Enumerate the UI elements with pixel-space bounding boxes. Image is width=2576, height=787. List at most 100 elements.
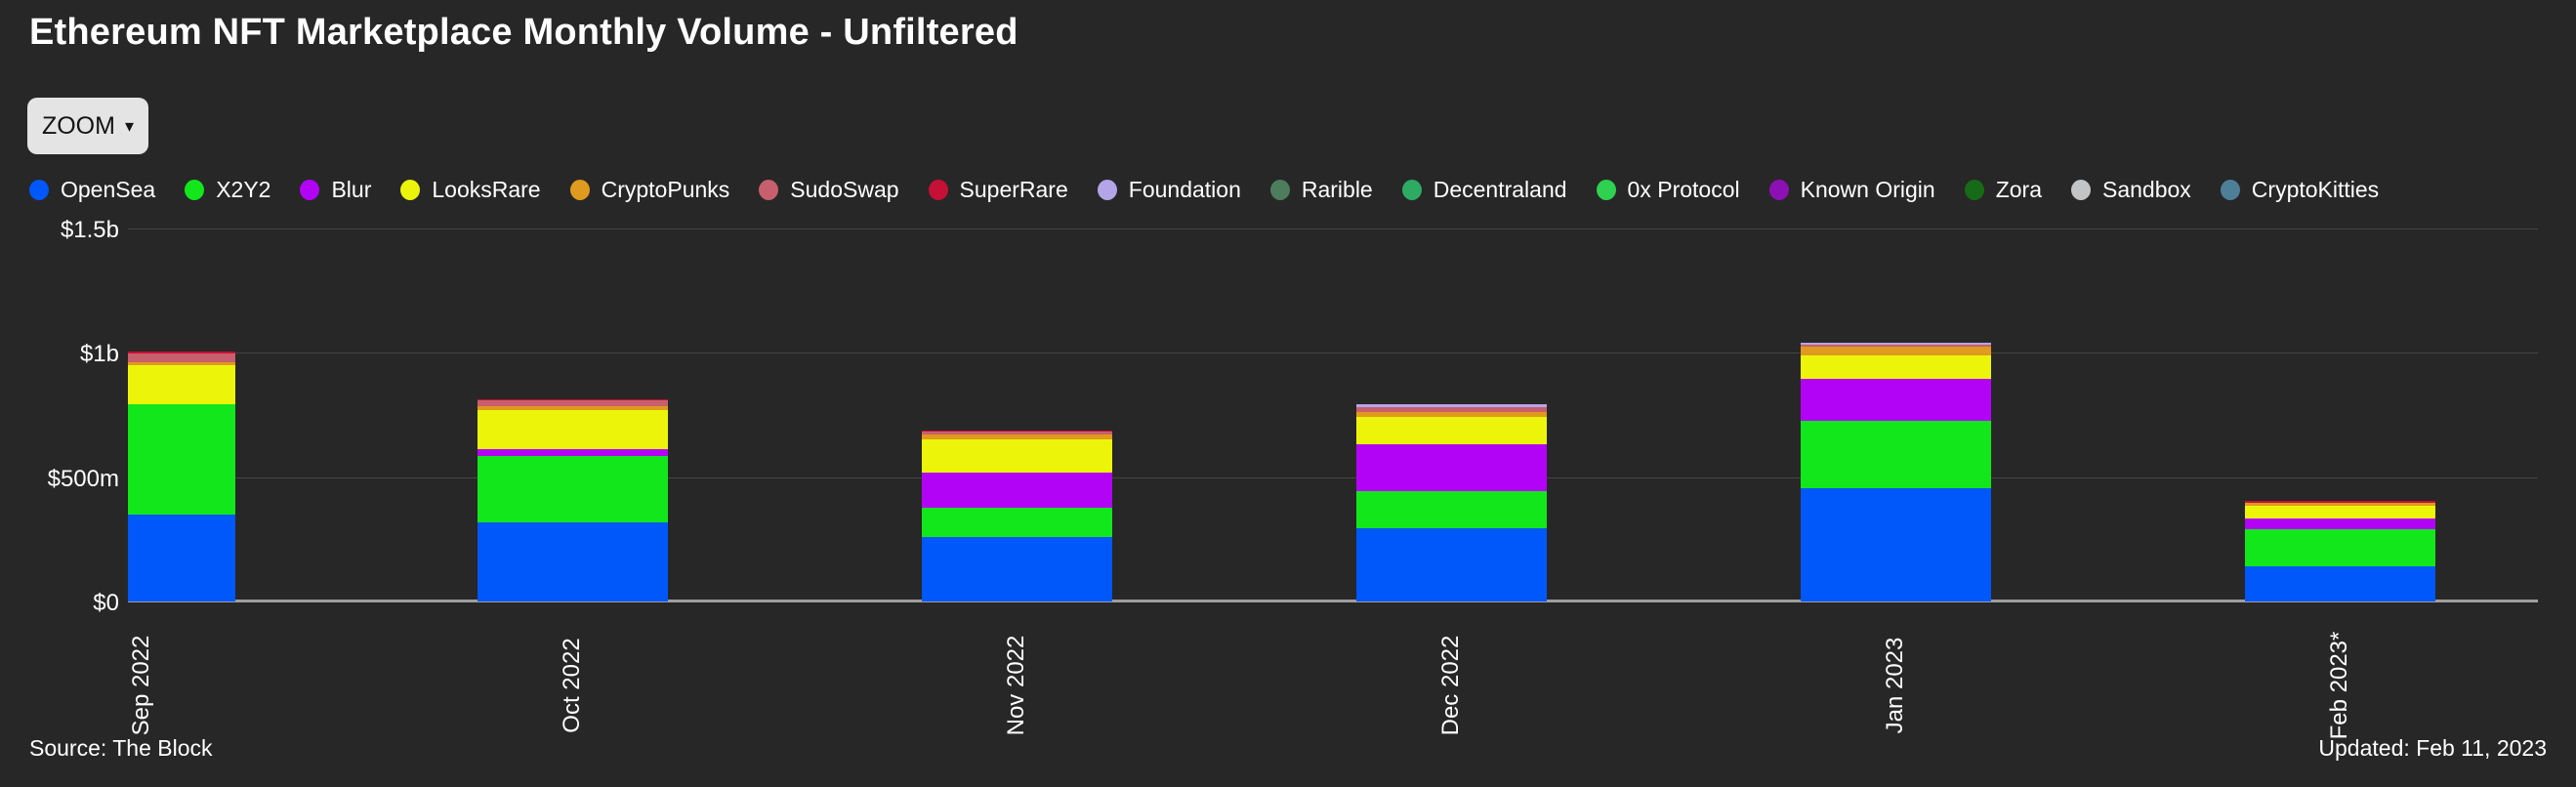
bar-segment[interactable] [1355, 491, 1547, 529]
legend-dot-icon [1768, 180, 1789, 200]
bar-segment[interactable] [2244, 501, 2435, 503]
legend-item[interactable]: OpenSea [29, 177, 155, 203]
bar-segment[interactable] [1800, 487, 1991, 601]
legend-dot-icon [1964, 180, 1984, 200]
bar-segment[interactable] [921, 430, 1112, 433]
legend-dot-icon [2220, 180, 2240, 200]
bar-segment[interactable] [477, 521, 668, 601]
bar-segment[interactable] [1355, 417, 1547, 445]
legend: OpenSea X2Y2 Blur LooksRare CryptoPunks SudoS… [29, 177, 2549, 203]
bar-segment[interactable] [477, 405, 668, 410]
bar-segment[interactable] [921, 431, 1112, 435]
bar-segment[interactable] [921, 536, 1112, 601]
page-title: Ethereum NFT Marketplace Monthly Volume … [29, 12, 1018, 53]
legend-item[interactable]: Known Origin [1768, 177, 1935, 203]
bar-segment[interactable] [1355, 403, 1547, 407]
legend-label: Zora [1995, 177, 2042, 202]
bar-segment[interactable] [1800, 420, 1991, 488]
bar-segment[interactable] [1800, 346, 1991, 355]
bar-segment[interactable] [1800, 354, 1991, 379]
legend-label: Rarible [1301, 177, 1373, 202]
bar-segment[interactable] [921, 507, 1112, 537]
x-axis-label: Dec 2022 [1437, 635, 1464, 736]
y-axis-tick-label: $0 [93, 590, 119, 616]
bar-segment[interactable] [1800, 344, 1991, 347]
bar-segment[interactable] [2244, 506, 2435, 519]
legend-dot-icon [928, 180, 948, 200]
legend-label: OpenSea [61, 177, 156, 202]
legend-dot-icon [300, 180, 320, 200]
chevron-down-icon: ▾ [124, 116, 135, 136]
bar-segment[interactable] [1800, 342, 1991, 345]
legend-label: 0x Protocol [1627, 177, 1740, 202]
legend-label: CryptoKitties [2251, 177, 2380, 202]
bar-segment[interactable] [921, 472, 1112, 508]
y-axis-tick-label: $500m [47, 465, 119, 492]
legend-dot-icon [1596, 180, 1616, 200]
gridline [128, 352, 2538, 353]
legend-item[interactable]: Blur [300, 177, 371, 203]
legend-item[interactable]: 0x Protocol [1596, 177, 1740, 203]
legend-dot-icon [1097, 180, 1117, 200]
bar-segment[interactable] [2244, 518, 2435, 530]
legend-item[interactable]: SuperRare [928, 177, 1068, 203]
gridline [128, 228, 2538, 229]
legend-item[interactable]: LooksRare [400, 177, 541, 203]
x-axis-line [128, 600, 2538, 602]
legend-item[interactable]: SudoSwap [759, 177, 899, 203]
bar-segment[interactable] [477, 398, 668, 401]
legend-item[interactable]: CryptoPunks [569, 177, 730, 203]
bar-segment[interactable] [477, 455, 668, 522]
legend-item[interactable]: Zora [1964, 177, 2042, 203]
legend-dot-icon [400, 180, 421, 200]
bar-segment[interactable] [128, 353, 235, 362]
bar-segment[interactable] [921, 434, 1112, 439]
legend-label: LooksRare [432, 177, 541, 202]
x-axis-label: Oct 2022 [559, 638, 585, 733]
bar-segment[interactable] [1355, 444, 1547, 492]
bar-segment[interactable] [2244, 529, 2435, 567]
legend-dot-icon [2070, 180, 2091, 200]
y-axis-tick-label: $1b [79, 341, 119, 367]
gridline [128, 476, 2538, 478]
zoom-button-label: ZOOM [41, 111, 115, 140]
bar-segment[interactable] [128, 515, 235, 601]
legend-label: Decentraland [1433, 177, 1567, 202]
x-axis-label: Nov 2022 [1003, 635, 1029, 736]
legend-item[interactable]: X2Y2 [185, 177, 270, 203]
bar-segment[interactable] [921, 438, 1112, 473]
bar-segment[interactable] [1355, 406, 1547, 412]
zoom-button[interactable]: ZOOM ▾ [27, 98, 148, 154]
legend-item[interactable]: Rarible [1269, 177, 1373, 203]
bar-segment[interactable] [128, 365, 235, 405]
legend-label: X2Y2 [216, 177, 271, 202]
bar-segment[interactable] [1355, 528, 1547, 601]
legend-dot-icon [29, 180, 49, 200]
bar-segment[interactable] [2244, 566, 2435, 601]
legend-item[interactable]: Decentraland [1401, 177, 1567, 203]
legend-dot-icon [185, 180, 205, 200]
legend-label: CryptoPunks [601, 177, 730, 202]
legend-label: SudoSwap [790, 177, 899, 202]
bar-segment[interactable] [128, 361, 235, 365]
legend-dot-icon [1269, 180, 1290, 200]
bar-segment[interactable] [1355, 411, 1547, 418]
legend-label: Foundation [1128, 177, 1241, 202]
y-axis-tick-label: $1.5b [60, 216, 119, 243]
bar-segment[interactable] [2244, 503, 2435, 507]
legend-item[interactable]: Sandbox [2070, 177, 2191, 203]
bar-segment[interactable] [477, 409, 668, 449]
bar-segment[interactable] [128, 351, 235, 353]
legend-dot-icon [759, 180, 779, 200]
bar-segment[interactable] [1800, 378, 1991, 421]
bar-segment[interactable] [477, 399, 668, 406]
legend-label: Blur [331, 177, 372, 202]
x-axis-label: Sep 2022 [128, 635, 154, 736]
legend-item[interactable]: Foundation [1097, 177, 1241, 203]
bar-segment[interactable] [128, 404, 235, 515]
bar-segment[interactable] [477, 448, 668, 456]
legend-item[interactable]: CryptoKitties [2220, 177, 2380, 203]
legend-label: Known Origin [1800, 177, 1935, 202]
